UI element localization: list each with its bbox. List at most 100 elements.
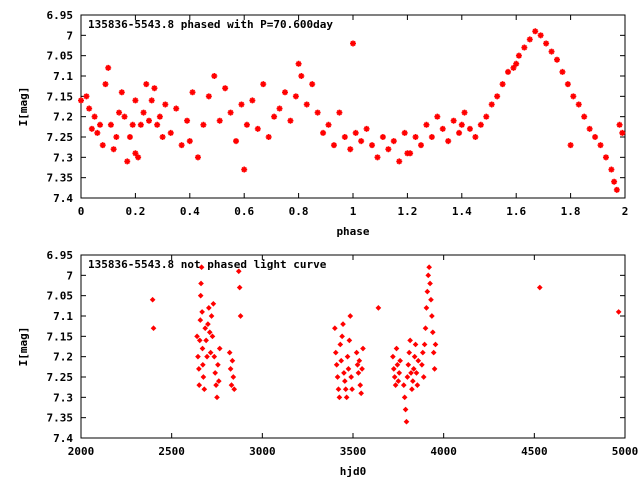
data-point — [203, 337, 209, 344]
data-point — [404, 150, 411, 157]
data-point — [214, 394, 220, 401]
data-point — [369, 142, 376, 149]
data-point — [222, 85, 229, 92]
data-point — [151, 85, 158, 92]
data-point — [439, 125, 446, 132]
data-point — [325, 121, 332, 128]
y-tick-label: 7.35 — [47, 412, 74, 425]
data-point — [230, 374, 237, 380]
data-point — [391, 374, 398, 380]
data-point — [107, 121, 114, 128]
data-point — [428, 296, 434, 303]
data-point — [402, 406, 409, 413]
data-points — [78, 28, 626, 193]
data-point — [417, 142, 425, 149]
y-tick-label: 7.35 — [47, 172, 74, 185]
data-point — [356, 357, 363, 364]
data-point — [466, 125, 473, 132]
data-point — [348, 374, 355, 380]
data-point — [543, 40, 550, 47]
data-point — [102, 81, 109, 88]
data-point — [195, 353, 201, 360]
data-point — [344, 353, 351, 360]
data-point — [532, 28, 539, 35]
data-point — [616, 121, 623, 128]
data-point — [410, 366, 417, 372]
data-point — [330, 142, 337, 149]
data-point — [292, 93, 299, 100]
data-point — [537, 32, 544, 39]
data-point — [354, 361, 361, 368]
y-tick-label: 6.95 — [47, 9, 74, 22]
data-point — [200, 121, 207, 128]
data-point — [200, 361, 206, 368]
data-point — [140, 109, 147, 116]
data-point — [510, 64, 517, 71]
x-tick-label: 1 — [350, 205, 357, 218]
data-point — [132, 150, 139, 157]
data-point — [355, 370, 362, 376]
data-point — [206, 329, 213, 336]
data-point — [320, 129, 327, 136]
x-tick-label: 1.4 — [452, 205, 472, 218]
x-tick-label: 0.8 — [289, 205, 309, 218]
data-point — [472, 134, 479, 140]
data-point — [379, 134, 386, 140]
data-point — [608, 166, 615, 173]
data-point — [615, 309, 622, 315]
data-point — [121, 113, 128, 120]
y-tick-label: 7 — [66, 269, 73, 282]
data-point — [235, 268, 242, 275]
data-point — [426, 264, 432, 271]
data-point — [233, 138, 240, 145]
data-point — [213, 382, 219, 388]
data-point — [375, 305, 382, 311]
data-point — [526, 36, 533, 43]
data-point — [396, 370, 403, 376]
data-point — [201, 386, 208, 393]
y-tick-label: 7.2 — [53, 351, 73, 364]
plot-frame — [80, 254, 626, 439]
data-point — [425, 272, 432, 279]
data-point — [345, 366, 352, 372]
data-point — [422, 325, 429, 332]
data-point — [88, 125, 95, 132]
data-point — [499, 81, 506, 88]
data-point — [513, 60, 520, 67]
data-point — [211, 353, 218, 360]
data-point — [91, 113, 98, 120]
data-point — [428, 134, 435, 140]
data-point — [215, 361, 221, 368]
data-point — [397, 357, 403, 364]
data-point — [212, 370, 219, 376]
data-point — [363, 125, 370, 132]
data-point — [374, 154, 381, 161]
data-point — [342, 386, 349, 393]
data-point — [110, 146, 117, 153]
y-tick-label: 7.1 — [53, 310, 73, 323]
data-point — [148, 97, 155, 104]
x-tick-label: 1.2 — [397, 205, 417, 218]
data-point — [199, 309, 205, 315]
data-point — [197, 317, 204, 323]
data-point — [427, 280, 433, 287]
data-point — [156, 113, 163, 120]
data-point — [602, 154, 609, 161]
data-point — [401, 129, 408, 136]
data-point — [135, 154, 142, 161]
data-point — [260, 81, 267, 88]
data-point — [488, 101, 495, 108]
data-point — [412, 134, 419, 140]
y-tick-label: 7.1 — [53, 70, 73, 83]
data-point — [421, 341, 428, 348]
x-tick-label: 2000 — [68, 445, 95, 458]
data-point — [336, 394, 343, 401]
data-point — [567, 142, 574, 149]
data-point — [409, 386, 415, 393]
data-point — [173, 105, 180, 112]
x-axis-title: phase — [336, 225, 369, 238]
data-point — [347, 313, 354, 319]
data-point — [575, 101, 582, 108]
data-point — [394, 361, 401, 368]
data-point — [340, 321, 346, 327]
